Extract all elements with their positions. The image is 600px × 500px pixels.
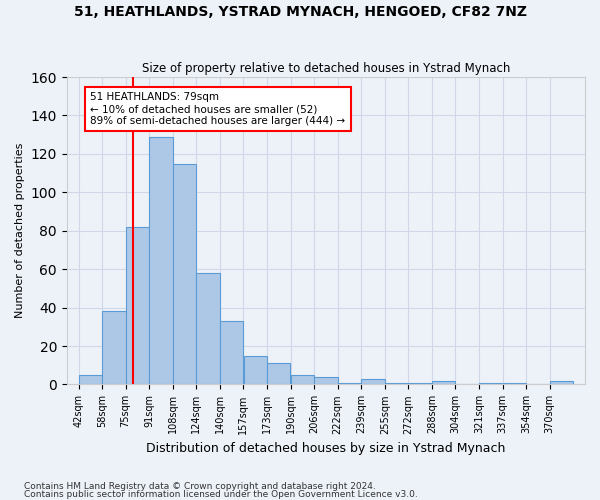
Bar xyxy=(503,382,526,384)
Bar xyxy=(79,375,102,384)
Text: 51, HEATHLANDS, YSTRAD MYNACH, HENGOED, CF82 7NZ: 51, HEATHLANDS, YSTRAD MYNACH, HENGOED, … xyxy=(74,5,527,19)
Bar xyxy=(267,364,290,384)
X-axis label: Distribution of detached houses by size in Ystrad Mynach: Distribution of detached houses by size … xyxy=(146,442,506,455)
Title: Size of property relative to detached houses in Ystrad Mynach: Size of property relative to detached ho… xyxy=(142,62,510,74)
Y-axis label: Number of detached properties: Number of detached properties xyxy=(15,143,25,318)
Text: Contains public sector information licensed under the Open Government Licence v3: Contains public sector information licen… xyxy=(24,490,418,499)
Bar xyxy=(338,382,361,384)
Bar xyxy=(385,382,408,384)
Text: Contains HM Land Registry data © Crown copyright and database right 2024.: Contains HM Land Registry data © Crown c… xyxy=(24,482,376,491)
Bar xyxy=(196,273,220,384)
Bar xyxy=(361,378,385,384)
Bar xyxy=(550,380,573,384)
Bar xyxy=(290,375,314,384)
Bar xyxy=(314,377,338,384)
Bar xyxy=(102,312,125,384)
Bar xyxy=(173,164,196,384)
Bar xyxy=(220,321,244,384)
Bar xyxy=(409,382,432,384)
Bar xyxy=(126,227,149,384)
Bar xyxy=(479,382,502,384)
Bar xyxy=(149,136,173,384)
Bar xyxy=(244,356,267,384)
Text: 51 HEATHLANDS: 79sqm
← 10% of detached houses are smaller (52)
89% of semi-detac: 51 HEATHLANDS: 79sqm ← 10% of detached h… xyxy=(91,92,346,126)
Bar xyxy=(432,380,455,384)
